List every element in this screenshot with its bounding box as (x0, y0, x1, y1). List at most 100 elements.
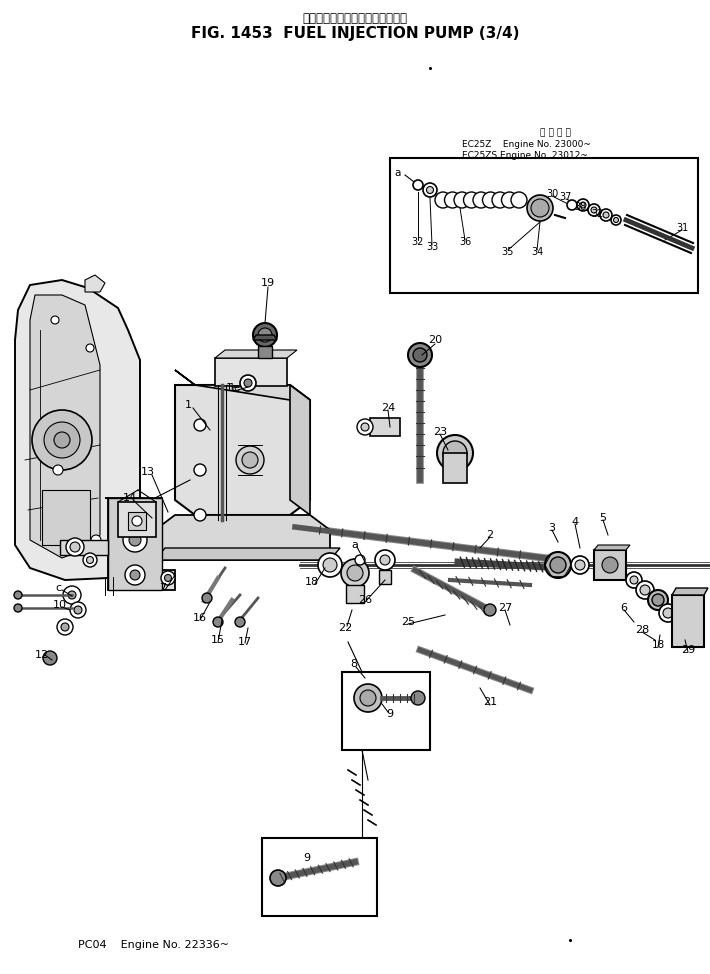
Circle shape (408, 343, 432, 367)
Circle shape (323, 558, 337, 572)
Text: 37: 37 (559, 192, 572, 202)
Circle shape (580, 202, 586, 208)
Circle shape (347, 565, 363, 581)
Circle shape (132, 516, 142, 526)
Circle shape (473, 192, 489, 208)
Circle shape (659, 604, 677, 622)
Circle shape (588, 204, 600, 216)
Text: 18: 18 (651, 640, 665, 650)
Text: EC25Z    Engine No. 23000~: EC25Z Engine No. 23000~ (462, 140, 591, 149)
Circle shape (360, 690, 376, 706)
Circle shape (125, 565, 145, 585)
Circle shape (123, 528, 147, 552)
Text: 13: 13 (141, 467, 155, 477)
Text: 16: 16 (193, 613, 207, 623)
Text: 8: 8 (351, 659, 358, 669)
Bar (594, 550, 626, 580)
Bar (379, 570, 391, 584)
Polygon shape (155, 548, 340, 560)
Polygon shape (30, 295, 100, 558)
Text: EC25ZS Engine No. 23012~: EC25ZS Engine No. 23012~ (462, 151, 588, 160)
Circle shape (270, 870, 286, 886)
Circle shape (357, 419, 373, 435)
Circle shape (32, 410, 92, 470)
Bar (342, 672, 430, 750)
Circle shape (652, 594, 664, 606)
Circle shape (613, 217, 618, 222)
Circle shape (91, 535, 101, 545)
Circle shape (236, 446, 264, 474)
Circle shape (501, 192, 518, 208)
Circle shape (66, 538, 84, 556)
Circle shape (571, 556, 589, 574)
Bar (118, 502, 156, 537)
Circle shape (603, 212, 609, 218)
Circle shape (636, 581, 654, 599)
Circle shape (53, 465, 63, 475)
Text: 33: 33 (426, 242, 438, 252)
Circle shape (161, 571, 175, 585)
Text: 32: 32 (412, 237, 424, 247)
Text: 6: 6 (621, 603, 628, 613)
Circle shape (484, 604, 496, 616)
Circle shape (194, 419, 206, 431)
Circle shape (354, 684, 382, 712)
Circle shape (83, 553, 97, 567)
Circle shape (194, 464, 206, 476)
Bar (215, 358, 287, 386)
Circle shape (630, 576, 638, 584)
Bar (672, 595, 704, 647)
Text: 1e: 1e (226, 383, 239, 393)
Polygon shape (155, 515, 330, 560)
Text: PC04    Engine No. 22336~: PC04 Engine No. 22336~ (78, 940, 229, 950)
Circle shape (640, 585, 650, 595)
Polygon shape (105, 498, 175, 590)
Polygon shape (175, 385, 310, 515)
Circle shape (130, 570, 140, 580)
Bar (128, 512, 146, 530)
Text: FIG. 1453  FUEL INJECTION PUMP (3/4): FIG. 1453 FUEL INJECTION PUMP (3/4) (191, 26, 519, 41)
Circle shape (591, 207, 597, 213)
Circle shape (129, 534, 141, 546)
Circle shape (244, 379, 252, 387)
Text: 20: 20 (428, 335, 442, 345)
Circle shape (74, 606, 82, 614)
Circle shape (443, 441, 467, 465)
Polygon shape (175, 370, 310, 400)
Circle shape (611, 215, 621, 225)
Circle shape (253, 323, 277, 347)
Bar (370, 418, 400, 436)
Circle shape (14, 604, 22, 612)
Circle shape (57, 619, 73, 635)
Circle shape (545, 552, 571, 578)
Text: 5: 5 (599, 513, 606, 523)
Text: フュエルインジェクションポンプ: フュエルインジェクションポンプ (302, 12, 408, 25)
Text: 2: 2 (486, 530, 493, 540)
Text: 26: 26 (358, 595, 372, 605)
Circle shape (626, 572, 642, 588)
Circle shape (437, 435, 473, 471)
Bar (258, 346, 272, 358)
Circle shape (44, 422, 80, 458)
Circle shape (531, 199, 549, 217)
Circle shape (242, 452, 258, 468)
Text: 28: 28 (635, 625, 649, 635)
Text: 4: 4 (572, 517, 579, 527)
Text: 9: 9 (386, 709, 393, 719)
Circle shape (318, 553, 342, 577)
Circle shape (435, 192, 451, 208)
Circle shape (454, 192, 470, 208)
Polygon shape (108, 498, 162, 590)
Bar (390, 158, 698, 293)
Text: 7: 7 (160, 583, 167, 593)
Text: 31: 31 (676, 223, 688, 233)
Text: 25: 25 (401, 617, 415, 627)
Text: 1: 1 (185, 400, 192, 410)
Circle shape (483, 192, 498, 208)
Circle shape (70, 542, 80, 552)
Circle shape (355, 555, 365, 565)
Circle shape (663, 608, 673, 618)
Circle shape (413, 180, 423, 190)
Circle shape (165, 575, 172, 581)
Circle shape (258, 328, 272, 342)
